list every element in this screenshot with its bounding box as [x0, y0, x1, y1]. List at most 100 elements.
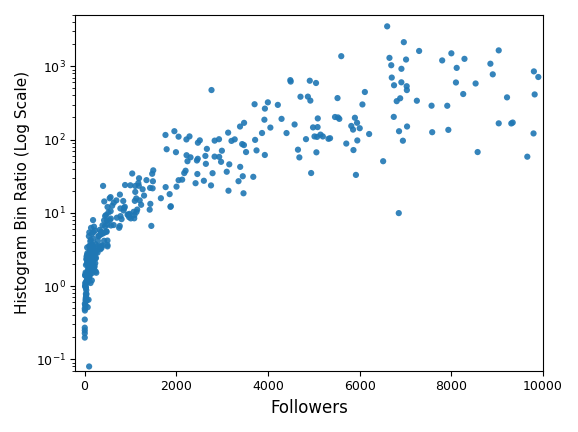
- Point: [83, 278, 92, 285]
- Point: [83, 250, 92, 257]
- Point: [93, 249, 102, 256]
- Point: [353, 119, 362, 126]
- Point: [103, 237, 112, 244]
- Point: [451, 79, 461, 86]
- Point: [273, 102, 283, 108]
- Point: [119, 207, 128, 214]
- Point: [102, 228, 111, 235]
- Point: [313, 115, 323, 122]
- Point: [86, 254, 95, 260]
- Point: [86, 271, 95, 278]
- Point: [145, 206, 154, 213]
- Point: [86, 238, 95, 245]
- Point: [162, 146, 171, 152]
- Point: [83, 274, 92, 281]
- Point: [473, 149, 482, 156]
- Point: [227, 137, 236, 144]
- Point: [295, 154, 304, 161]
- Point: [325, 135, 335, 142]
- Point: [97, 230, 106, 237]
- Point: [87, 264, 97, 271]
- Point: [502, 94, 512, 101]
- Point: [84, 254, 93, 261]
- Point: [202, 146, 212, 152]
- Point: [112, 214, 121, 221]
- Point: [84, 233, 94, 240]
- Point: [94, 232, 103, 239]
- Point: [166, 203, 175, 210]
- Point: [161, 131, 170, 138]
- Point: [185, 133, 194, 140]
- Point: [397, 65, 406, 72]
- Point: [260, 152, 269, 159]
- Point: [81, 287, 91, 294]
- Point: [353, 137, 362, 144]
- Point: [312, 79, 321, 86]
- Point: [350, 114, 360, 121]
- Point: [83, 257, 92, 264]
- Point: [394, 128, 403, 135]
- Point: [89, 229, 98, 236]
- Point: [134, 182, 143, 189]
- Point: [452, 64, 461, 71]
- Point: [98, 242, 108, 249]
- Point: [85, 229, 94, 236]
- Point: [106, 194, 115, 200]
- Point: [87, 277, 97, 284]
- Point: [84, 257, 94, 264]
- Point: [88, 270, 97, 276]
- Point: [87, 244, 96, 251]
- Point: [290, 121, 299, 128]
- Point: [331, 114, 340, 121]
- Point: [313, 124, 322, 130]
- Point: [438, 57, 447, 64]
- Point: [316, 131, 325, 138]
- Point: [138, 186, 147, 193]
- Point: [98, 222, 107, 229]
- Point: [93, 243, 102, 250]
- Point: [471, 80, 480, 87]
- Point: [81, 269, 90, 276]
- Point: [88, 259, 97, 266]
- Point: [82, 297, 91, 304]
- Point: [191, 180, 200, 187]
- Point: [171, 149, 180, 156]
- Point: [136, 201, 146, 208]
- Point: [81, 278, 91, 285]
- Point: [250, 137, 260, 143]
- Point: [397, 79, 406, 86]
- Point: [399, 39, 409, 46]
- Point: [85, 273, 94, 280]
- Point: [146, 184, 155, 191]
- Point: [165, 191, 174, 197]
- Point: [88, 257, 98, 264]
- Point: [84, 243, 94, 250]
- Point: [447, 50, 456, 57]
- Point: [392, 98, 401, 105]
- Y-axis label: Histogram Bin Ratio (Log Scale): Histogram Bin Ratio (Log Scale): [15, 71, 30, 314]
- Point: [390, 82, 399, 89]
- Point: [296, 93, 305, 100]
- Point: [182, 152, 191, 159]
- Point: [294, 146, 303, 153]
- Point: [342, 140, 351, 147]
- Point: [80, 272, 90, 279]
- Point: [148, 185, 157, 192]
- Point: [81, 297, 90, 304]
- Point: [210, 137, 219, 144]
- Point: [84, 255, 93, 262]
- Point: [86, 259, 95, 266]
- Point: [172, 183, 181, 190]
- Point: [312, 149, 321, 156]
- Point: [84, 266, 93, 273]
- Point: [102, 217, 112, 224]
- Point: [149, 167, 158, 174]
- Point: [103, 243, 112, 250]
- Point: [192, 157, 202, 164]
- Point: [394, 210, 403, 216]
- Point: [186, 154, 195, 161]
- Point: [508, 119, 517, 126]
- Point: [88, 216, 98, 223]
- Point: [85, 247, 94, 254]
- Point: [83, 259, 92, 266]
